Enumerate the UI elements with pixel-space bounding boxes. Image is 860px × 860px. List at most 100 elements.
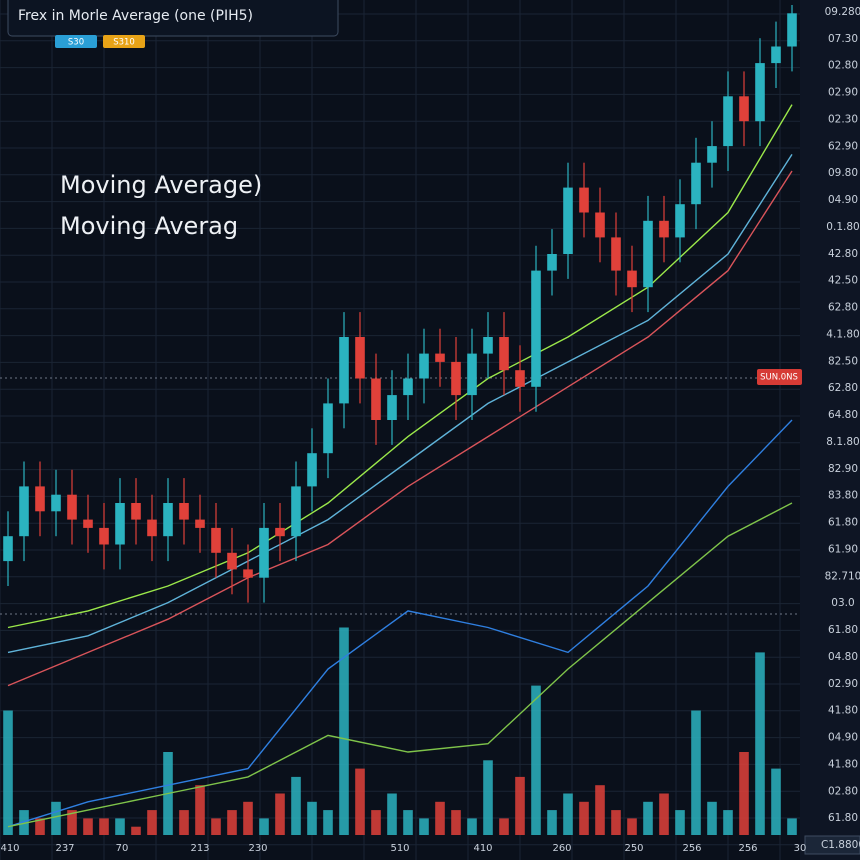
candle-body xyxy=(291,486,301,537)
candle-body xyxy=(467,353,477,396)
price-badge-box xyxy=(757,369,802,385)
volume-bar xyxy=(659,793,669,835)
legend-badge xyxy=(55,35,97,48)
x-tick-label: 30 xyxy=(794,843,807,854)
volume-bar xyxy=(515,776,525,835)
y-tick-label: 02.80 xyxy=(828,785,858,797)
x-tick-label: 410 xyxy=(0,843,19,854)
plot xyxy=(3,5,797,835)
volume-bar xyxy=(643,801,653,835)
candle-body xyxy=(659,220,669,238)
candle-body xyxy=(595,212,605,238)
candle-body xyxy=(323,403,333,454)
x-tick-label: 410 xyxy=(473,843,492,854)
legend-badge xyxy=(103,35,145,48)
y-tick-label: 62.90 xyxy=(828,140,858,152)
candle-body xyxy=(227,552,237,570)
candle-body xyxy=(451,361,461,396)
volume-bar xyxy=(691,710,701,835)
candle-body xyxy=(163,503,173,537)
y-tick-label: 09.80 xyxy=(828,167,858,179)
volume-bar xyxy=(451,810,461,835)
candle-body xyxy=(19,486,29,537)
candle-body xyxy=(435,353,445,362)
volume-bar xyxy=(339,627,349,835)
volume-bar xyxy=(51,801,61,835)
candle-body xyxy=(307,453,317,487)
moving-average xyxy=(7,104,793,629)
candle-body xyxy=(275,527,285,537)
volume-bar xyxy=(595,785,605,835)
moving-average xyxy=(7,154,793,654)
legend-label: S310 xyxy=(113,38,135,48)
x-tick-label: 510 xyxy=(390,843,409,854)
candle-body xyxy=(563,187,573,254)
price-scale-highlight xyxy=(804,835,860,855)
volume-bar xyxy=(547,810,557,835)
candle-body xyxy=(195,519,205,528)
y-tick-label: 64.80 xyxy=(828,409,858,421)
volume-bar xyxy=(611,810,621,835)
volume-bar xyxy=(115,818,125,835)
volume-bar xyxy=(243,801,253,835)
y-tick-label: 4.1.80 xyxy=(826,328,859,340)
y-tick-label: 04.90 xyxy=(828,732,858,744)
candle-body xyxy=(419,353,429,379)
y-tick-label: 02.90 xyxy=(828,678,858,690)
chart-title: Frex in Morle Average (one (PIH5) xyxy=(18,8,253,24)
candle-body xyxy=(131,503,141,520)
y-tick-label: 03.0 xyxy=(831,597,854,609)
y-tick-label: 42.80 xyxy=(828,248,858,260)
candle-body xyxy=(723,96,733,147)
y-tick-label: 61.80 xyxy=(828,517,858,529)
volume-bar xyxy=(83,818,93,835)
candle-body xyxy=(707,146,717,163)
volume-bar xyxy=(291,776,301,835)
volume-bar xyxy=(227,810,237,835)
x-tick-label: 256 xyxy=(738,843,757,854)
candle-body xyxy=(547,254,557,271)
candle-body xyxy=(179,503,189,520)
candle-body xyxy=(355,337,365,379)
title-box xyxy=(7,0,339,37)
candle-body xyxy=(627,270,637,288)
y-tick-label: 02.90 xyxy=(828,87,858,99)
candle-body xyxy=(3,536,13,562)
volume-bar xyxy=(467,818,477,835)
volume-bar xyxy=(627,818,637,835)
y-tick-label: 61.80 xyxy=(828,812,858,824)
volume-bar xyxy=(259,818,269,835)
candle-body xyxy=(643,220,653,288)
volume-bar xyxy=(211,818,221,835)
candle-body xyxy=(675,204,685,238)
y-tick-label: 83.80 xyxy=(828,490,858,502)
volume-bar xyxy=(307,801,317,835)
candle-body xyxy=(499,337,509,371)
moving-average xyxy=(7,170,793,687)
price-badge: SUN.0NS xyxy=(760,373,798,383)
volume-bar xyxy=(771,768,781,835)
volume-bar xyxy=(371,810,381,835)
y-tick-label: 62.80 xyxy=(828,302,858,314)
candle-body xyxy=(387,395,397,420)
candle-body xyxy=(515,370,525,387)
price-scale: 09.280 07.30 02.80 02.90 02.30 62.90 09.80 04.9… xyxy=(0,6,860,855)
y-tick-label: 41.80 xyxy=(828,758,858,770)
y-tick-label: 8.1.80 xyxy=(826,436,859,448)
volume-bar xyxy=(755,652,765,835)
candle-body xyxy=(611,237,621,271)
y-tick-label: 82.90 xyxy=(828,463,858,475)
y-tick-label: 04.90 xyxy=(828,194,858,206)
volume-bar xyxy=(99,818,109,835)
candle-body xyxy=(99,527,109,545)
price-scale-panel xyxy=(800,0,860,860)
y-tick-label: 07.30 xyxy=(828,33,858,45)
candle-body xyxy=(483,337,493,354)
volume-bar xyxy=(147,810,157,835)
candle-body xyxy=(579,187,589,213)
moving-average xyxy=(7,419,793,828)
x-tick-label: 230 xyxy=(248,843,267,854)
volume-bar xyxy=(355,768,365,835)
y-tick-label: 82.710 xyxy=(825,570,860,582)
